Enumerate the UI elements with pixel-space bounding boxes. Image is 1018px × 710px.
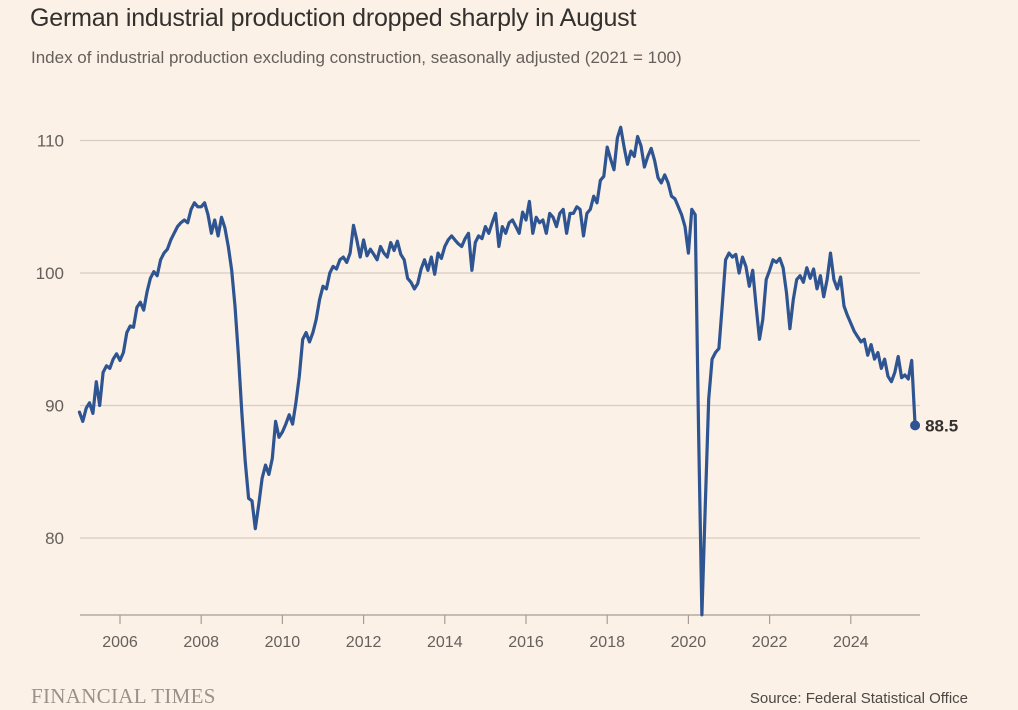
x-tick-label-2022: 2022: [752, 634, 788, 651]
series-line-0: [77, 125, 917, 617]
x-tick-label-2016: 2016: [508, 634, 544, 651]
x-tick-label-2014: 2014: [427, 634, 463, 651]
chart-title: German industrial production dropped sha…: [30, 4, 637, 32]
y-tick-label-90: 90: [45, 397, 64, 416]
y-tick-label-110: 110: [37, 132, 64, 151]
x-tick-label-2010: 2010: [265, 634, 301, 651]
series-group: 88.5: [77, 125, 958, 617]
x-tick-label-2006: 2006: [102, 634, 138, 651]
brand-logo-text: FINANCIAL TIMES: [31, 684, 216, 708]
x-axis: 2006 2008 2010 2012 2014 2016 2018 2020 2022 2024: [80, 614, 920, 651]
end-point-marker: [910, 420, 921, 431]
x-tick-label-2008: 2008: [183, 634, 219, 651]
chart-subtitle: Index of industrial production excluding…: [31, 48, 682, 67]
x-tick-label-2012: 2012: [346, 634, 382, 651]
end-value-label: 88.5: [925, 416, 958, 435]
x-tick-label-2024: 2024: [833, 634, 869, 651]
source-note: Source: Federal Statistical Office: [749, 690, 968, 707]
gridlines: [80, 139, 920, 539]
x-tick-label-2018: 2018: [589, 634, 625, 651]
x-tick-label-2020: 2020: [671, 634, 707, 651]
y-tick-label-100: 100: [36, 264, 64, 283]
y-axis-ticks: 80 90 100 110: [36, 132, 64, 549]
y-tick-label-80: 80: [45, 529, 64, 548]
